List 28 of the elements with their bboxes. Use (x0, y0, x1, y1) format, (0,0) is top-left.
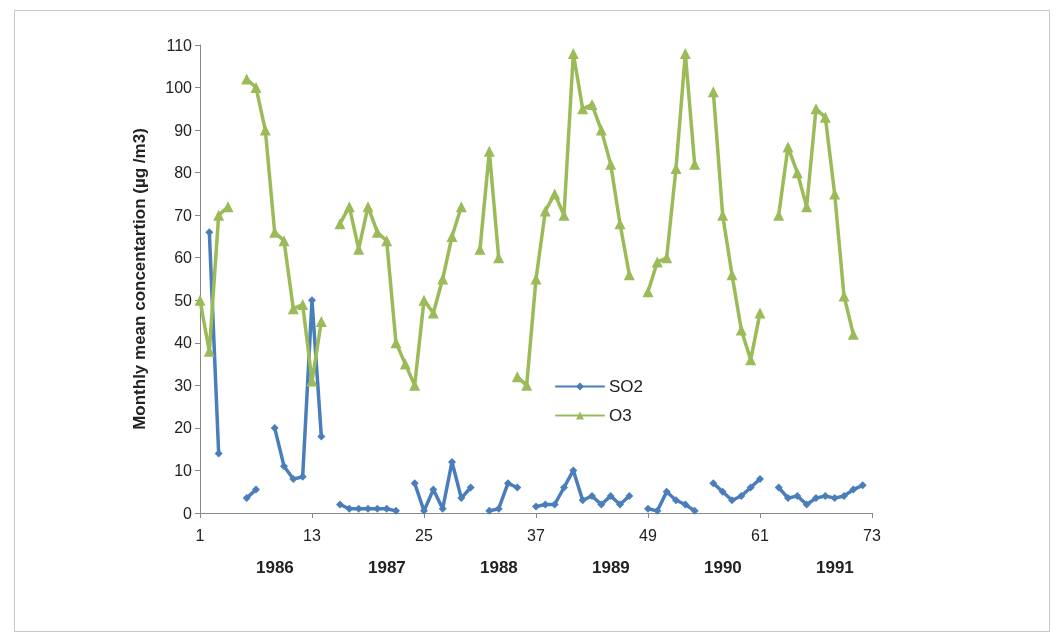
text: 1987 (368, 558, 406, 577)
y-tick-label: 90 (174, 121, 193, 139)
x-tick-label: 1 (195, 526, 205, 544)
y-tick-label: 0 (183, 504, 193, 522)
y-tick-label: 20 (174, 419, 193, 437)
x-tick-label: 73 (863, 526, 881, 544)
text: 1986 (256, 558, 294, 577)
y-axis-title: Monthly mean concentartion (µg /m3) (130, 128, 149, 430)
x-tick-label: 61 (751, 526, 769, 544)
legend-label: O3 (609, 406, 632, 425)
text: 1990 (704, 558, 742, 577)
y-tick-label: 10 (174, 461, 193, 479)
text: 1991 (816, 558, 854, 577)
text: 1989 (592, 558, 630, 577)
x-tick-label: 25 (415, 526, 433, 544)
text: 1988 (480, 558, 518, 577)
y-tick-label: 70 (174, 206, 193, 224)
x-tick-label: 13 (303, 526, 321, 544)
y-tick-label: 100 (165, 79, 193, 97)
y-tick-label: 60 (174, 249, 193, 267)
x-tick-label: 37 (527, 526, 545, 544)
y-tick-label: 80 (174, 164, 193, 182)
y-tick-label: 30 (174, 376, 193, 394)
y-tick-label: 40 (174, 334, 193, 352)
y-tick-label: 50 (174, 291, 193, 309)
x-tick-label: 49 (639, 526, 657, 544)
legend-label: SO2 (609, 377, 644, 396)
y-tick-label: 110 (166, 36, 193, 54)
